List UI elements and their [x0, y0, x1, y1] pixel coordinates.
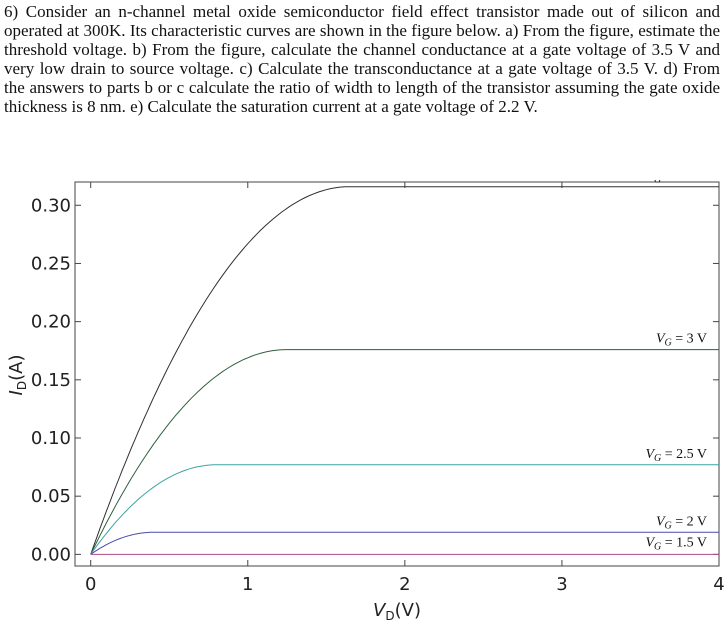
curve-label: VG = 2 V [656, 514, 707, 531]
x-tick-label: 4 [713, 574, 724, 595]
curve-label: VG = 3.5 V [645, 180, 707, 186]
y-tick-label: 0.15 [31, 370, 71, 391]
y-axis-label: ID(A) [6, 355, 29, 396]
curve-label: VG = 3 V [656, 332, 707, 349]
x-tick-label: 0 [85, 574, 96, 595]
x-tick-label: 2 [399, 574, 410, 595]
y-tick-label: 0.20 [31, 312, 71, 333]
curve-vg-3-5-v [90, 186, 719, 555]
plot-frame [74, 181, 720, 567]
chart-svg: 0.00 0.05 0.10 0.15 0.20 0.25 0.30 0 1 2 3 4 VG = … [6, 180, 724, 623]
iv-characteristics-figure: 0.00 0.05 0.10 0.15 0.20 0.25 0.30 0 1 2 3 4 VG = … [0, 180, 724, 628]
y-tick-label: 0.05 [31, 486, 71, 507]
x-tick-label: 1 [242, 574, 253, 595]
curve-label: VG = 2.5 V [645, 447, 707, 464]
problem-statement: 6) Consider an n-channel metal oxide sem… [4, 2, 720, 116]
y-tick-label: 0.00 [31, 544, 71, 565]
curves-group [90, 186, 719, 555]
curve-labels: VG = 3.5 V VG = 3 V VG = 2.5 V VG = 2 V VG =… [645, 180, 707, 552]
y-tick-label: 0.30 [31, 195, 71, 216]
curve-label: VG = 1.5 V [645, 535, 707, 552]
curve-vg-2-5-v [90, 464, 719, 555]
y-axis-ticks: 0.00 0.05 0.10 0.15 0.20 0.25 0.30 [31, 195, 719, 565]
curve-vg-3-v [90, 349, 719, 555]
y-tick-label: 0.25 [31, 253, 71, 274]
y-tick-label: 0.10 [31, 428, 71, 449]
x-tick-label: 3 [556, 574, 567, 595]
x-axis-ticks: 0 1 2 3 4 [85, 182, 724, 595]
x-axis-label: VD(V) [373, 600, 421, 623]
curve-vg-2-v [90, 531, 719, 555]
